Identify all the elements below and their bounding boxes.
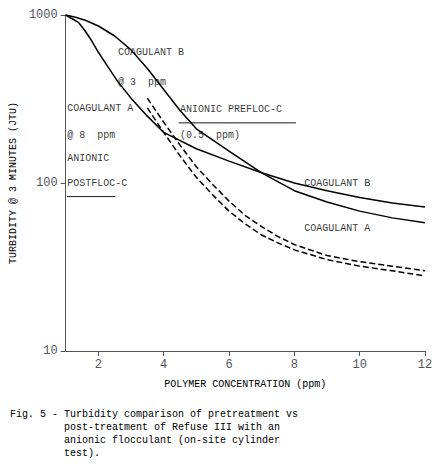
svg-text:4: 4	[160, 358, 167, 372]
svg-text:6: 6	[225, 358, 232, 372]
svg-text:@ 8 ppm: @ 8 ppm	[67, 130, 115, 141]
svg-text:ANIONIC PREFLOC-C: ANIONIC PREFLOC-C	[180, 104, 282, 115]
svg-text:10: 10	[43, 344, 57, 358]
svg-text:COAGULANT A: COAGULANT A	[304, 223, 370, 234]
svg-text:Fig. 5 - Turbidity comparison: Fig. 5 - Turbidity comparison of pretrea…	[10, 409, 298, 420]
svg-text:10: 10	[352, 358, 366, 372]
svg-text:12: 12	[418, 358, 432, 372]
svg-text:post-treatment of Refuse III w: post-treatment of Refuse III with an	[64, 422, 280, 433]
svg-text:anionic flocculant (on-site cy: anionic flocculant (on-site cylinder	[64, 435, 280, 446]
svg-text:100: 100	[36, 176, 58, 190]
svg-text:1000: 1000	[29, 8, 58, 22]
svg-text:test).: test).	[64, 448, 100, 459]
svg-text:COAGULANT B: COAGULANT B	[118, 47, 184, 58]
svg-text:(0.5 ppm): (0.5 ppm)	[180, 130, 240, 141]
svg-text:2: 2	[95, 358, 102, 372]
svg-text:COAGULANT B: COAGULANT B	[304, 177, 371, 189]
svg-text:TURBIDITY @ 3 MINUTES (JTU): TURBIDITY @ 3 MINUTES (JTU)	[8, 102, 19, 264]
svg-text:COAGULANT A: COAGULANT A	[67, 103, 133, 114]
svg-text:POLYMER CONCENTRATION (ppm): POLYMER CONCENTRATION (ppm)	[164, 379, 326, 390]
svg-text:ANIONIC: ANIONIC	[67, 153, 109, 164]
svg-text:8: 8	[291, 358, 298, 372]
svg-text:POSTFLOC-C: POSTFLOC-C	[67, 178, 127, 189]
svg-text:@ 3 ppm: @ 3 ppm	[118, 77, 166, 88]
